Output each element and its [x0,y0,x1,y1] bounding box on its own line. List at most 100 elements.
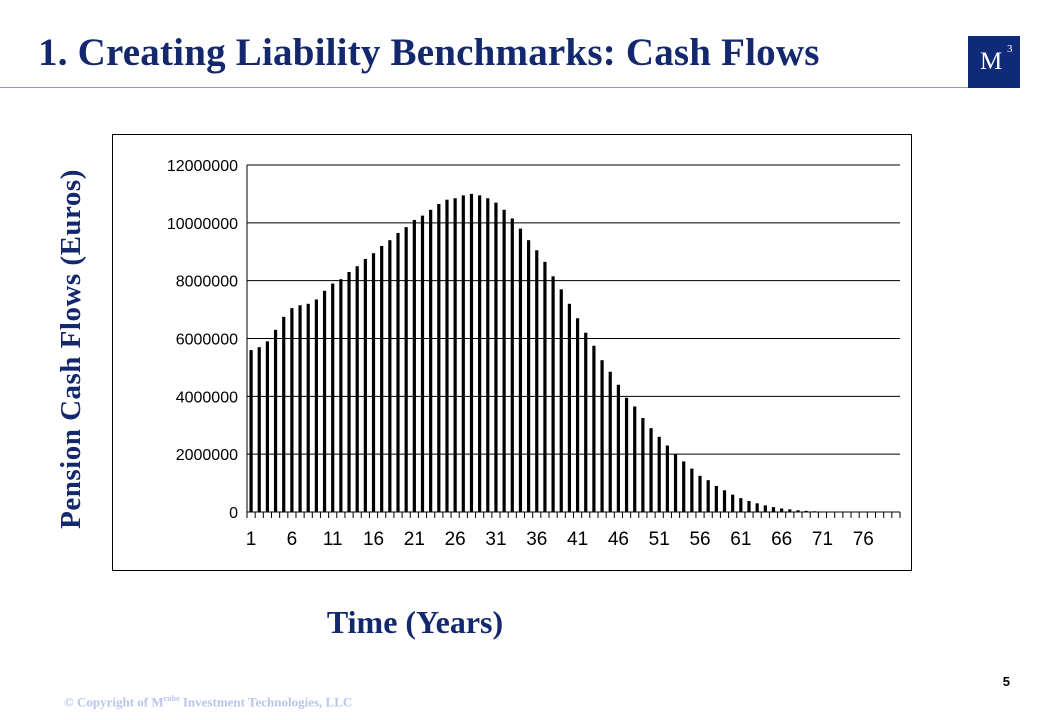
bar [551,276,555,512]
bar [371,253,376,512]
bar [469,193,474,512]
x-tick-label: 11 [323,529,343,550]
bar [322,290,327,512]
bar [404,227,408,512]
bar [518,228,523,512]
bar [543,261,547,512]
copyright-notice: © Copyright of Mcube Investment Technolo… [64,694,352,710]
bar [804,510,808,512]
bar [429,209,433,512]
bar [673,454,678,512]
bar [698,475,702,512]
x-tick-label: 41 [567,529,588,550]
chart-area: 0 2000000 4000000 6000000 8000000 10000000 120… [112,134,912,571]
bar [535,250,539,512]
bar [739,498,743,512]
copyright-prefix: © Copyright of M [64,694,164,710]
bar [690,468,694,512]
x-tick-label: 6 [287,529,298,550]
bar [355,266,359,512]
logo-letter: M [980,48,1003,75]
y-tick-label: 4000000 [176,389,238,406]
page-number: 5 [1002,674,1010,689]
y-axis-title: Pension Cash Flows (Euros) [55,169,87,529]
bar [682,461,686,512]
bar [502,209,506,512]
bar [298,305,302,512]
bar [249,350,253,512]
y-tick-label: 2000000 [176,447,238,464]
bar [584,332,588,512]
bar [763,505,767,512]
bar [420,215,425,512]
bar [649,428,653,512]
bar [722,490,727,512]
x-tick-label: 61 [730,529,751,550]
bar [306,303,310,512]
x-tick-label: 21 [404,529,425,550]
x-tick-label: 51 [649,529,670,550]
bar [575,318,580,512]
bar [478,195,482,513]
bar [510,218,514,512]
bar [257,347,261,512]
bar [331,283,335,512]
bar [624,397,629,512]
y-tick-label: 10000000 [167,216,238,233]
bar [706,480,710,512]
y-tick-label: 8000000 [176,274,238,291]
bar [633,406,637,512]
x-tick-label: 1 [246,529,257,550]
bar [616,384,620,512]
bar [494,202,498,512]
x-tick-label: 56 [689,529,710,550]
copyright-superscript: cube [163,694,180,703]
bar [461,195,465,513]
bar [453,198,457,513]
bar [600,360,604,512]
bar [747,501,751,512]
bar [437,204,441,512]
bar [396,232,400,512]
bar [339,279,343,512]
bar [780,508,784,512]
bar [559,289,563,512]
bar [796,510,800,512]
x-tick-label: 26 [445,529,466,550]
bar [486,198,490,513]
bar [788,509,792,512]
x-tick-label: 66 [771,529,792,550]
cash-flow-chart: 0 2000000 4000000 6000000 8000000 10000000 120… [167,158,901,550]
bar [290,308,294,512]
slide-title: 1. Creating Liability Benchmarks: Cash F… [38,31,820,74]
x-tick-label: 46 [608,529,629,550]
bar [347,271,351,512]
bar [388,240,392,512]
bar [665,445,669,512]
y-tick-label: 0 [229,505,238,522]
bar [363,258,367,512]
bar [592,345,596,512]
bar [657,436,661,512]
bar [273,329,278,512]
bar [755,503,759,512]
bar [567,303,572,512]
bar [641,418,645,512]
x-tick-label: 16 [363,529,384,550]
y-tick-label: 12000000 [167,158,238,175]
bar [608,371,612,512]
copyright-suffix: Investment Technologies, LLC [179,694,353,710]
bar [314,299,318,512]
title-divider [0,87,968,88]
bar [380,245,384,512]
bar [771,507,776,512]
x-tick-label: 71 [812,529,833,550]
x-tick-label: 76 [853,529,874,550]
x-axis-title: Time (Years) [326,604,504,640]
bar [445,199,449,512]
y-tick-label: 6000000 [176,332,238,349]
bar [731,494,735,512]
bar [412,219,416,513]
company-logo: M 3 [968,36,1020,88]
bar [714,485,718,512]
